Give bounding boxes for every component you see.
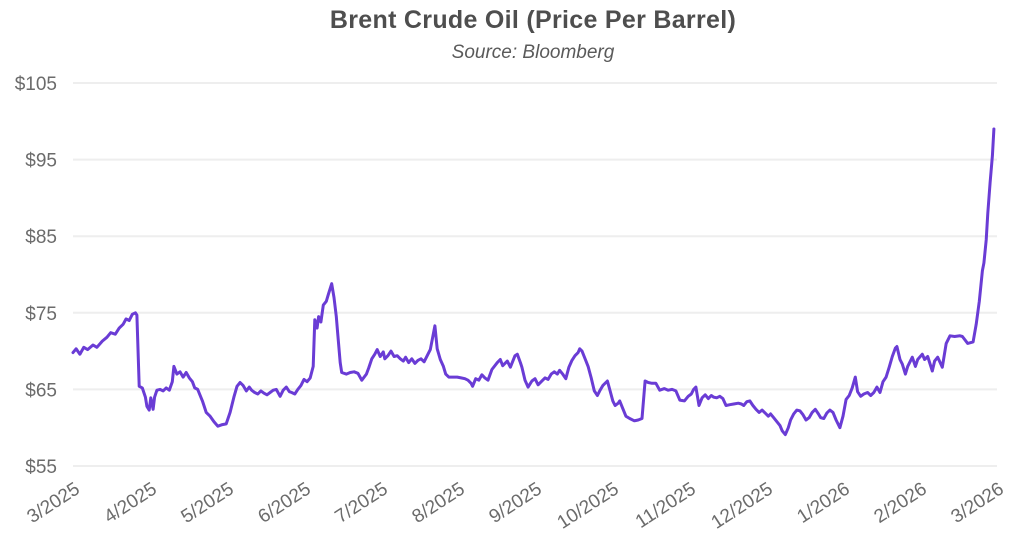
x-axis-tick-label: 8/2025 bbox=[409, 479, 469, 528]
x-axis-tick-label: 3/2025 bbox=[24, 479, 84, 528]
x-axis-tick-label: 4/2025 bbox=[101, 479, 161, 528]
x-axis-tick-label: 2/2026 bbox=[871, 479, 931, 528]
x-axis-tick-label: 6/2025 bbox=[255, 479, 315, 528]
y-axis-tick-label: $55 bbox=[25, 457, 57, 478]
x-axis-tick-label: 11/2025 bbox=[632, 479, 700, 533]
y-axis-tick-label: $95 bbox=[25, 151, 57, 172]
price-series-line bbox=[71, 127, 996, 437]
x-axis-tick-label: 5/2025 bbox=[178, 479, 238, 528]
x-axis-tick-label: 9/2025 bbox=[486, 479, 546, 528]
x-axis-tick-label: 3/2026 bbox=[948, 479, 1008, 528]
y-axis-tick-label: $105 bbox=[15, 74, 57, 95]
chart-title: Brent Crude Oil (Price Per Barrel) bbox=[329, 6, 737, 34]
y-axis-tick-label: $75 bbox=[25, 304, 57, 325]
y-axis-tick-label: $65 bbox=[25, 380, 57, 401]
chart-subtitle: Source: Bloomberg bbox=[451, 42, 615, 63]
x-axis-tick-label: 10/2025 bbox=[554, 479, 623, 534]
x-axis-tick-label: 12/2025 bbox=[708, 479, 777, 534]
y-axis-tick-label: $85 bbox=[25, 227, 57, 248]
x-axis-tick-label: 7/2025 bbox=[332, 479, 392, 528]
x-axis-tick-label: 1/2026 bbox=[794, 479, 854, 528]
